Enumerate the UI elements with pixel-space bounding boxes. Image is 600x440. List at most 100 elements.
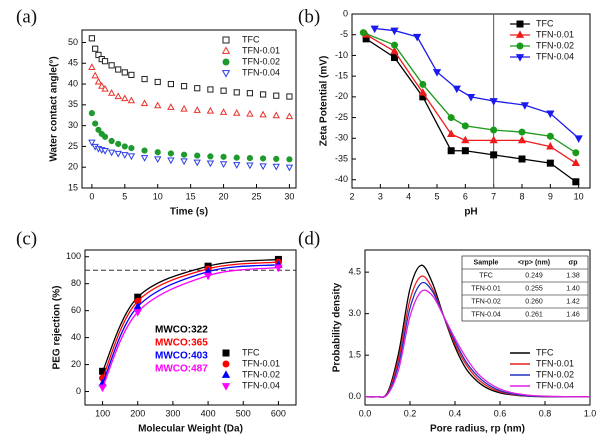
panel-label: (a) <box>16 6 37 27</box>
x-tick-label: 2 <box>349 191 354 201</box>
y-tick-label: 25 <box>68 141 78 151</box>
marker <box>220 87 227 94</box>
table-cell: 1.40 <box>566 285 580 292</box>
y-tick-label: 40 <box>71 332 81 342</box>
marker <box>206 106 215 114</box>
marker <box>259 155 267 162</box>
legend-label: TFN-0.04 <box>242 380 280 390</box>
marker <box>286 156 293 163</box>
plot-frame <box>81 29 297 189</box>
marker <box>447 147 455 155</box>
marker <box>273 92 280 99</box>
legend-label: TFC <box>242 34 260 44</box>
marker <box>180 158 188 166</box>
x-tick-label: 25 <box>251 191 261 201</box>
table-cell: TFN-0.01 <box>471 285 501 292</box>
legend-marker <box>221 70 231 78</box>
table-cell: 1.46 <box>566 311 580 318</box>
table-cell: TFN-0.02 <box>471 298 501 305</box>
marker <box>95 51 102 59</box>
y-tick-label: 0 <box>343 8 348 18</box>
x-tick-label: 0.8 <box>539 408 552 418</box>
legend-label: TFC <box>536 347 554 357</box>
marker <box>203 272 213 281</box>
marker <box>92 120 99 127</box>
x-tick-label: 10 <box>574 191 584 201</box>
legend-label: TFN-0.02 <box>242 56 280 66</box>
marker <box>193 106 201 113</box>
panel-label: (d) <box>298 228 320 249</box>
marker <box>121 69 128 76</box>
y-tick-label: 0.0 <box>348 391 361 401</box>
y-tick-label: -20 <box>335 91 348 101</box>
marker <box>101 133 109 140</box>
table-header: σp <box>568 259 577 266</box>
y-tick-label: -30 <box>335 133 348 143</box>
x-tick-label: 6 <box>463 191 468 201</box>
x-tick-label: 15 <box>186 191 196 201</box>
plot-frame <box>364 249 591 406</box>
legend-marker <box>222 36 230 44</box>
y-axis-label: PEG rejection (%) <box>52 286 63 370</box>
marker <box>128 71 135 79</box>
marker <box>133 301 142 310</box>
marker <box>520 102 529 110</box>
y-axis-label: Water contact angle(°) <box>49 56 60 161</box>
table-bg <box>461 255 589 322</box>
x-tick-label: 5 <box>122 191 127 201</box>
marker <box>101 84 109 92</box>
y-tick-label: 80 <box>71 278 81 288</box>
marker <box>272 111 280 119</box>
x-tick-label: 600 <box>271 408 286 418</box>
legend-marker <box>516 20 524 28</box>
x-tick-label: 7 <box>491 191 496 201</box>
table-cell: 1.42 <box>566 298 580 305</box>
annotation: MWCO:322 <box>155 325 208 336</box>
marker <box>95 126 102 133</box>
x-tick-label: 500 <box>236 408 251 418</box>
marker <box>233 89 240 96</box>
marker <box>220 153 227 160</box>
table-header: Sample <box>474 259 499 266</box>
marker <box>447 114 455 122</box>
legend-marker <box>222 360 230 368</box>
y-tick-label: -40 <box>335 174 348 184</box>
x-tick-label: 300 <box>165 408 180 418</box>
marker <box>141 147 148 154</box>
y-tick-label: -35 <box>335 153 348 163</box>
x-tick-label: 9 <box>548 191 553 201</box>
plot-frame <box>84 249 297 406</box>
marker <box>94 77 103 85</box>
legend-label: TFN-0.02 <box>536 40 574 50</box>
marker <box>108 137 115 145</box>
y-tick-label: 40 <box>68 78 78 88</box>
marker <box>207 86 214 93</box>
marker <box>167 150 174 157</box>
legend-label: TFN-0.01 <box>536 358 574 368</box>
marker <box>127 96 136 104</box>
table-cell: 0.255 <box>525 285 543 292</box>
marker <box>259 91 267 98</box>
series-line <box>101 261 279 379</box>
marker <box>101 147 109 155</box>
marker <box>154 101 162 109</box>
marker <box>259 163 267 171</box>
marker <box>285 164 294 172</box>
y-tick-label: 30 <box>68 120 78 130</box>
marker <box>546 141 555 150</box>
marker <box>466 93 476 102</box>
marker <box>489 135 498 144</box>
marker <box>233 109 241 116</box>
marker <box>259 110 267 118</box>
y-tick-label: 20 <box>68 162 78 172</box>
legend-label: TFN-0.01 <box>536 29 574 39</box>
x-tick-label: 0.0 <box>359 408 372 418</box>
marker <box>194 85 201 92</box>
marker <box>246 109 254 117</box>
table-header: <rp> (nm) <box>518 259 550 266</box>
x-tick-label: 20 <box>219 191 229 201</box>
marker <box>461 122 469 130</box>
marker <box>219 108 228 115</box>
series-line <box>101 258 279 372</box>
marker <box>141 75 148 83</box>
